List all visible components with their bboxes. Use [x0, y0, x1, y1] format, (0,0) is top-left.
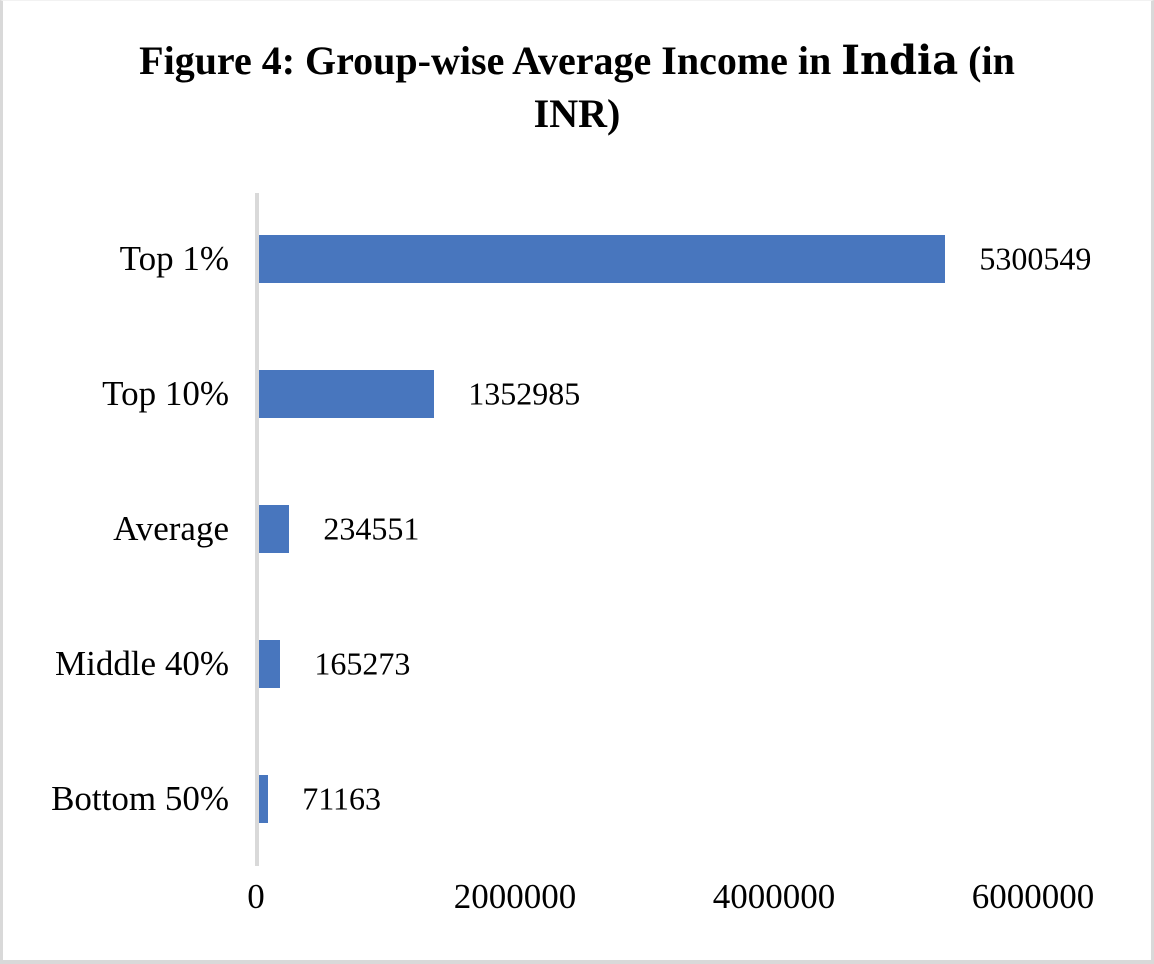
category-label: Top 10% [102, 373, 229, 413]
x-tick-label: 2000000 [453, 877, 577, 916]
bar-row-middle-40pct: Middle 40% 165273 [3, 596, 1151, 731]
y-axis-line [255, 193, 259, 866]
chart-title: Figure 4: Group-wise Average Income in I… [137, 35, 1017, 141]
x-tick-label: 4000000 [712, 877, 836, 916]
x-tick-label: 6000000 [971, 877, 1095, 916]
chart-title-emphasis: India [841, 37, 959, 84]
bar-top-1pct [259, 234, 946, 283]
value-label: 234551 [323, 510, 420, 546]
bar-row-bottom-50pct: Bottom 50% 71163 [3, 731, 1151, 866]
category-label: Bottom 50% [51, 778, 229, 818]
bar-top-10pct [259, 369, 435, 418]
value-label: 71163 [302, 780, 382, 816]
x-axis-ticks: 0 2000000 4000000 6000000 [3, 877, 1151, 933]
bar-average [259, 504, 290, 553]
bar-middle-40pct [259, 639, 281, 688]
category-label: Average [113, 508, 229, 548]
bar-row-average: Average 234551 [3, 461, 1151, 596]
value-label: 1352985 [468, 375, 581, 411]
chart-title-prefix: Figure 4: Group-wise Average Income in [139, 38, 842, 83]
x-tick-label: 0 [247, 877, 265, 916]
plot-area: Top 1% 5300549 Top 10% 1352985 Average 2… [3, 191, 1151, 866]
bar-row-top-10pct: Top 10% 1352985 [3, 326, 1151, 461]
bar-bottom-50pct [259, 774, 269, 823]
bar-row-top-1pct: Top 1% 5300549 [3, 191, 1151, 326]
value-label: 165273 [314, 645, 411, 681]
category-label: Middle 40% [54, 643, 229, 683]
chart-title-suffix: (in INR) [533, 38, 1015, 136]
category-label: Top 1% [119, 238, 229, 278]
value-label: 5300549 [979, 240, 1092, 276]
